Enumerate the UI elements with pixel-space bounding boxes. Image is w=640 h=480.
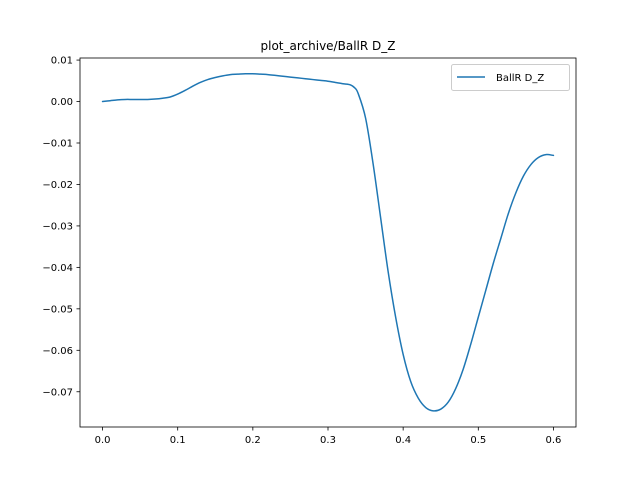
x-tick-label: 0.0: [95, 435, 111, 446]
x-tick-label: 0.5: [470, 435, 486, 446]
y-tick-label: −0.04: [42, 263, 73, 274]
y-tick-label: −0.01: [42, 138, 73, 149]
chart-title: plot_archive/BallR D_Z: [261, 39, 396, 53]
y-tick-label: −0.02: [42, 180, 73, 191]
x-tick-label: 0.6: [546, 435, 562, 446]
y-tick-label: 0.00: [51, 97, 73, 108]
y-tick-label: −0.06: [42, 346, 73, 357]
axes-frame: [79, 57, 577, 428]
legend-box: [451, 64, 570, 91]
legend: BallR D_Z: [451, 64, 570, 91]
x-tick-label: 0.3: [320, 435, 336, 446]
y-tick-label: 0.01: [51, 56, 73, 67]
y-tick-label: −0.07: [42, 387, 73, 398]
x-axis: 0.0 0.1 0.2 0.3 0.4 0.5 0.6: [95, 427, 562, 446]
x-tick-label: 0.1: [170, 435, 186, 446]
series-line-ballr-d-z: [101, 72, 555, 412]
y-axis: 0.01 0.00 −0.01 −0.02 −0.03 −0.04 −0.05 −0.06 −0…: [42, 56, 80, 398]
y-tick-label: −0.05: [42, 304, 73, 315]
legend-label: BallR D_Z: [496, 73, 544, 84]
x-tick-label: 0.2: [245, 435, 261, 446]
x-tick-label: 0.4: [395, 435, 411, 446]
y-tick-label: −0.03: [42, 221, 73, 232]
